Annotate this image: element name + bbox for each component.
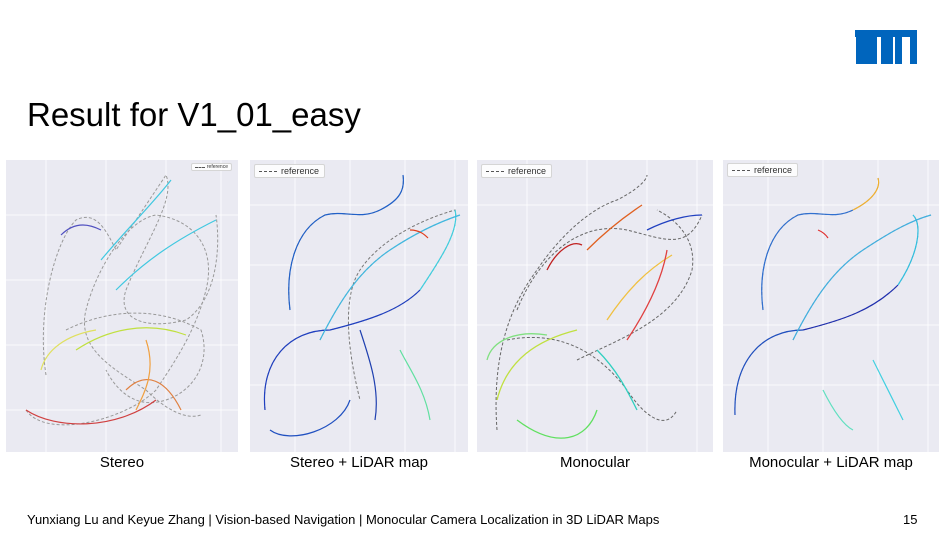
caption-monocular-lidar: Monocular + LiDAR map	[749, 454, 913, 471]
caption-stereo-lidar: Stereo + LiDAR map	[290, 454, 428, 471]
plot-legend: reference	[727, 163, 799, 177]
legend-dash-icon	[259, 170, 277, 172]
slide-title: Result for V1_01_easy	[27, 96, 361, 133]
plot-monocular: reference	[477, 160, 713, 452]
legend-dash-icon	[194, 166, 205, 168]
plot-stereo-lidar: reference	[250, 160, 468, 452]
plot-legend: reference	[190, 163, 232, 171]
plot-legend: reference	[481, 164, 553, 178]
slide-footer: Yunxiang Lu and Keyue Zhang | Vision-bas…	[27, 512, 660, 527]
legend-dash-icon	[486, 170, 504, 172]
legend-dash-icon	[732, 169, 750, 171]
tum-logo	[855, 30, 917, 64]
plot-monocular-lidar: reference	[723, 160, 939, 452]
plot-legend: reference	[254, 164, 326, 178]
caption-stereo: Stereo	[99, 454, 145, 471]
caption-monocular: Monocular	[559, 454, 631, 471]
page-number: 15	[903, 512, 918, 527]
plot-stereo: reference	[6, 160, 238, 452]
